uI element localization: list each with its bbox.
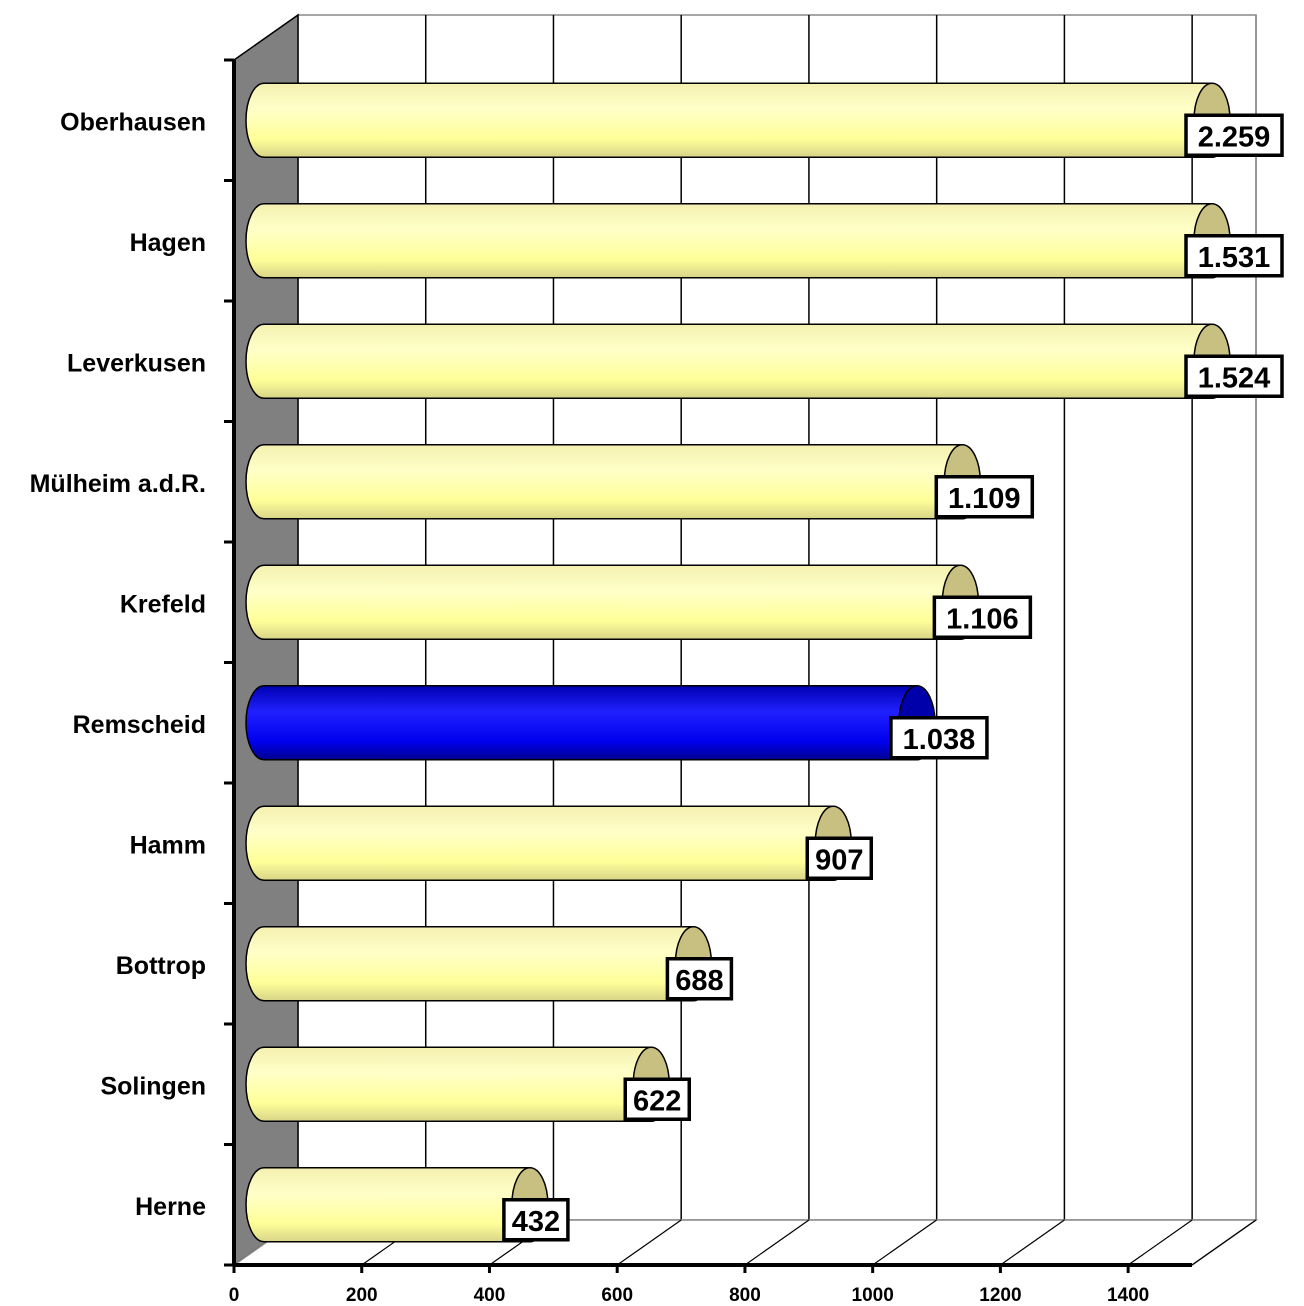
bar-body (245, 926, 695, 1002)
value-label: 1.531 (1198, 242, 1271, 274)
value-label-box (934, 475, 1035, 519)
x-tick-label-1400: 1400 (1107, 1285, 1149, 1306)
value-label-box (623, 1077, 692, 1121)
value-label-box (932, 595, 1033, 639)
category-label-oberhausen: Oberhausen (60, 108, 206, 136)
bar-muelheim-a-d-r: 1.109 (245, 444, 1035, 520)
bar-body (245, 805, 835, 881)
bar-remscheid: 1.038 (245, 685, 989, 761)
category-label-hagen: Hagen (130, 229, 206, 257)
bar-bottrop: 688 (245, 926, 734, 1002)
value-label: 1.106 (946, 603, 1019, 635)
x-tick-label-400: 400 (474, 1285, 506, 1306)
bar-herne: 432 (245, 1167, 570, 1243)
value-label: 1.524 (1198, 362, 1271, 394)
bar-body (245, 323, 1213, 399)
bar-leverkusen: 1.524 (245, 323, 1284, 399)
category-label-krefeld: Krefeld (120, 590, 206, 618)
category-label-hamm: Hamm (130, 831, 206, 859)
x-tick-label-1200: 1200 (979, 1285, 1021, 1306)
value-label-box (1184, 113, 1284, 157)
category-labels: Oberhausen Hagen Leverkusen Mülheim a.d.R. K… (30, 108, 206, 1221)
floor-line-1500 (1191, 1219, 1257, 1266)
floor-line-1200 (1000, 1219, 1065, 1266)
category-label-bottrop: Bottrop (116, 952, 206, 980)
bar-body (245, 564, 962, 640)
floor-line-600 (616, 1219, 682, 1266)
x-tick-label-200: 200 (346, 1285, 378, 1306)
value-label: 1.109 (948, 483, 1021, 515)
floor-line-800 (744, 1219, 810, 1266)
bar-solingen: 622 (245, 1046, 692, 1122)
bar-body (245, 1167, 531, 1243)
floor-line-1400 (1127, 1219, 1193, 1266)
bar-body (245, 203, 1213, 279)
bars: 2.259 1.531 1.524 1.109 1.106 1.038 907 688 622 4… (245, 82, 1284, 1243)
value-label-box (805, 836, 874, 880)
value-label: 688 (675, 965, 723, 997)
x-tick-label-1000: 1000 (852, 1285, 894, 1306)
value-label-box (502, 1198, 570, 1242)
value-label-box (889, 716, 989, 760)
x-tick-label-0: 0 (229, 1285, 240, 1306)
value-label-box (1184, 354, 1284, 398)
bar-hagen: 1.531 (245, 203, 1284, 279)
bar-body (245, 1046, 653, 1122)
category-label-leverkusen: Leverkusen (67, 349, 206, 377)
value-label: 622 (633, 1085, 681, 1117)
category-label-solingen: Solingen (100, 1072, 206, 1100)
x-tick-labels: 0 200 400 600 800 1000 1200 1400 (229, 1285, 1150, 1306)
bar-krefeld: 1.106 (245, 564, 1033, 640)
value-label-box (665, 957, 734, 1001)
value-label: 907 (815, 844, 863, 876)
category-label-muelheim-a-d-r: Mülheim a.d.R. (30, 470, 206, 498)
bar-oberhausen: 2.259 (245, 82, 1284, 158)
value-label: 1.038 (903, 724, 976, 756)
axes (224, 58, 1192, 1273)
bar-hamm: 907 (245, 805, 874, 881)
floor-line-1000 (872, 1219, 938, 1266)
x-tick-label-800: 800 (729, 1285, 761, 1306)
category-label-remscheid: Remscheid (73, 711, 206, 739)
bar-body (245, 82, 1213, 158)
value-label-box (1184, 234, 1284, 278)
value-label: 432 (512, 1206, 560, 1238)
value-label: 2.259 (1198, 121, 1271, 153)
bar-body (245, 444, 964, 520)
x-tick-label-600: 600 (601, 1285, 633, 1306)
bar-body (245, 685, 918, 761)
category-label-herne: Herne (135, 1193, 206, 1221)
